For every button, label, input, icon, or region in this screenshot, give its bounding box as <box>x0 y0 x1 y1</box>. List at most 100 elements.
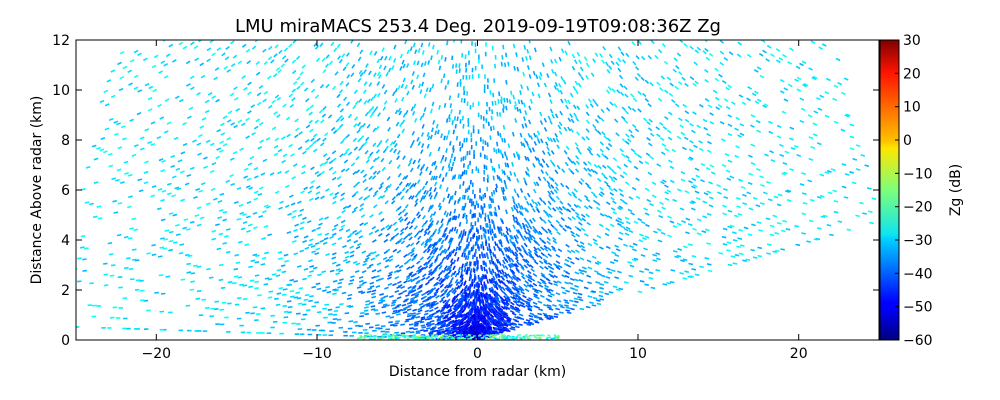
radar-gate <box>555 186 560 191</box>
radar-gate <box>702 118 708 123</box>
radar-gate <box>707 104 713 109</box>
radar-gate <box>512 204 517 210</box>
radar-gate <box>322 105 327 111</box>
radar-gate <box>849 171 855 174</box>
radar-gate <box>345 148 350 153</box>
radar-gate <box>340 168 346 173</box>
radar-gate <box>647 127 653 132</box>
radar-gate <box>448 237 453 243</box>
radar-gate <box>819 194 825 198</box>
radar-gate <box>607 215 613 220</box>
clutter-gate <box>550 337 554 340</box>
radar-gate <box>515 309 521 314</box>
radar-gate <box>510 328 516 331</box>
radar-gate <box>440 133 443 139</box>
radar-gate <box>723 187 728 192</box>
radar-gate <box>164 98 170 102</box>
radar-gate <box>517 155 521 161</box>
radar-gate <box>353 116 359 121</box>
radar-gate <box>378 140 383 145</box>
radar-gate <box>419 228 424 233</box>
radar-gate <box>284 259 290 263</box>
radar-gate <box>526 200 530 206</box>
radar-gate <box>304 293 310 297</box>
radar-gate <box>422 194 427 200</box>
radar-gate <box>416 60 420 66</box>
radar-gate <box>427 42 431 47</box>
radar-gate <box>331 227 337 232</box>
radar-gate <box>375 312 381 315</box>
radar-gate <box>619 193 625 197</box>
radar-gate <box>770 159 776 163</box>
radar-gate <box>445 135 449 140</box>
radar-gate <box>443 73 446 79</box>
radar-gate <box>586 274 591 278</box>
radar-gate <box>464 326 470 331</box>
radar-gate <box>533 47 537 53</box>
radar-gate <box>529 317 534 321</box>
radar-gate <box>666 129 672 134</box>
radar-gate <box>315 57 321 63</box>
radar-gate <box>413 103 417 109</box>
radar-gate <box>454 190 457 196</box>
radar-gate <box>855 168 861 171</box>
radar-gate <box>551 245 556 250</box>
radar-gate <box>483 304 487 310</box>
radar-gate <box>359 222 364 227</box>
radar-gate <box>193 264 198 267</box>
radar-gate <box>283 310 289 313</box>
radar-gate <box>365 136 370 142</box>
radar-gate <box>432 211 437 216</box>
radar-gate <box>810 145 816 150</box>
radar-gate <box>489 135 492 140</box>
radar-gate <box>609 261 615 265</box>
radar-gate <box>407 312 412 316</box>
radar-gate <box>136 279 141 282</box>
radar-gate <box>264 277 270 280</box>
radar-gate <box>599 246 604 250</box>
radar-gate <box>598 193 604 198</box>
clutter-gate <box>527 335 530 338</box>
radar-gate <box>840 128 846 132</box>
radar-gate <box>382 256 388 261</box>
radar-gate <box>758 52 764 57</box>
clutter-gate <box>538 338 541 340</box>
radar-gate <box>458 313 464 318</box>
radar-gate <box>335 306 341 309</box>
radar-gate <box>303 186 309 191</box>
radar-gate <box>311 250 316 254</box>
radar-gate <box>496 273 501 279</box>
radar-gate <box>624 93 629 98</box>
radar-gate <box>494 206 497 212</box>
radar-gate <box>468 308 472 314</box>
radar-gate <box>186 173 192 178</box>
radar-gate <box>441 154 445 160</box>
radar-gate <box>580 75 585 81</box>
radar-gate <box>696 218 702 222</box>
x-axis-label: Distance from radar (km) <box>389 364 566 380</box>
radar-gate <box>543 247 549 252</box>
radar-gate <box>496 141 499 147</box>
radar-gate <box>816 196 822 199</box>
radar-gate <box>396 313 401 316</box>
radar-gate <box>242 221 248 224</box>
radar-gate <box>425 190 430 195</box>
radar-gate <box>738 228 743 232</box>
radar-gate <box>408 225 414 230</box>
radar-gate <box>345 260 351 264</box>
radar-gate <box>180 278 186 281</box>
radar-gate <box>552 207 557 212</box>
radar-gate <box>454 123 457 129</box>
radar-gate <box>469 237 472 242</box>
radar-gate <box>468 261 471 266</box>
radar-gate <box>331 256 337 260</box>
radar-gate <box>612 200 617 205</box>
radar-gate <box>242 298 248 301</box>
radar-gate <box>596 177 602 183</box>
radar-gate <box>446 305 451 310</box>
radar-gate <box>539 120 544 125</box>
radar-gate <box>465 244 468 249</box>
radar-gate <box>724 152 730 157</box>
radar-gate <box>609 223 615 228</box>
radar-gate <box>623 201 628 205</box>
